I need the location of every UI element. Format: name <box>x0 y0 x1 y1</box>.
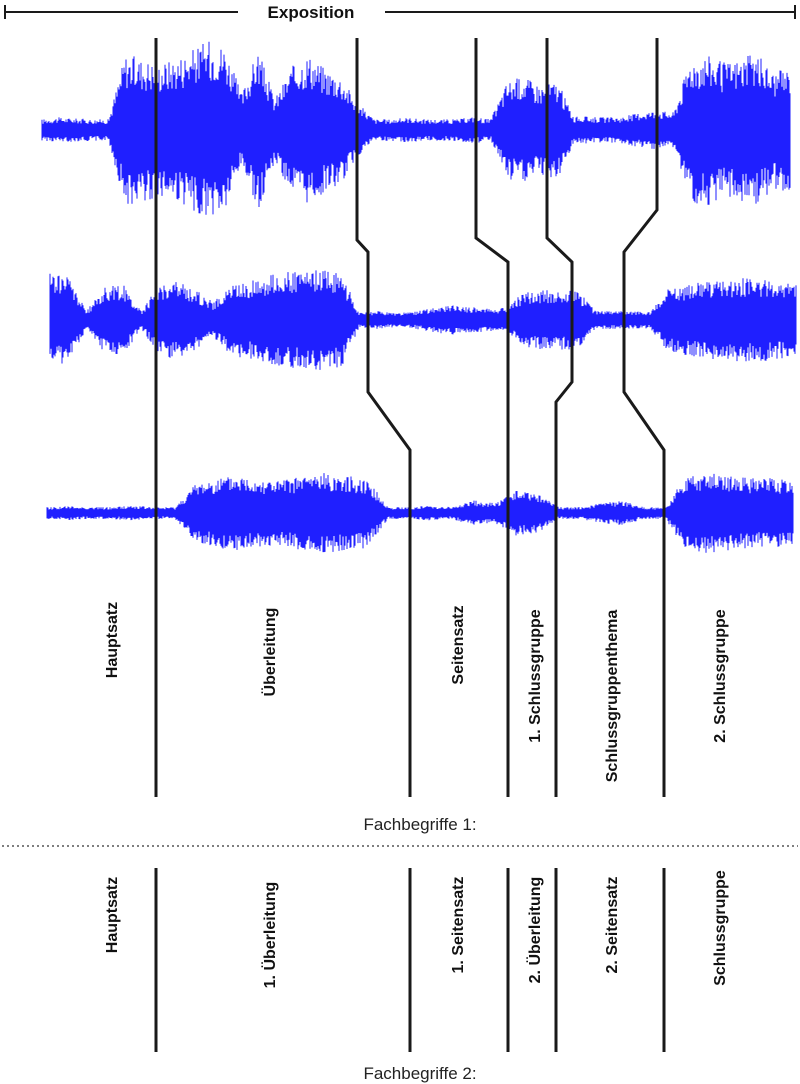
section-label-5: Schlussgruppenthema <box>604 610 621 783</box>
section-label-3: Seitensatz <box>450 605 467 684</box>
boundary-line-3 <box>474 38 510 797</box>
section-label-2-4: 2. Überleitung <box>525 877 544 984</box>
section-label-2-2: 1. Überleitung <box>260 882 279 989</box>
diagram-title: Exposition <box>268 3 355 22</box>
waveform-2 <box>49 270 797 370</box>
section-label-2-3: 1. Seitensatz <box>450 877 467 974</box>
section-label-2: Überleitung <box>260 608 279 697</box>
title-bracket <box>4 5 796 19</box>
section-label-1: Hauptsatz <box>104 602 121 678</box>
caption-terminology-1: Fachbegriffe 1: <box>363 815 476 834</box>
waveform-3 <box>46 473 794 553</box>
section-label-2-5: 2. Seitensatz <box>604 877 621 974</box>
terminology-2-labels: Hauptsatz 1. Überleitung 1. Seitensatz 2… <box>104 870 729 988</box>
boundary-line-4 <box>545 38 574 797</box>
boundary-line-2 <box>355 38 412 797</box>
section-label-2-1: Hauptsatz <box>104 877 121 953</box>
section-label-2-6: Schlussgruppe <box>712 870 729 986</box>
section-label-6: 2. Schlussgruppe <box>712 609 729 742</box>
section-boundaries-upper <box>154 38 666 797</box>
section-label-4: 1. Schlussgruppe <box>527 609 544 742</box>
caption-terminology-2: Fachbegriffe 2: <box>363 1064 476 1083</box>
boundary-line-5 <box>622 38 666 797</box>
waveform-1 <box>41 41 791 215</box>
waveform-group <box>41 41 797 553</box>
terminology-1-labels: Hauptsatz Überleitung Seitensatz 1. Schl… <box>104 602 729 782</box>
section-boundaries-lower <box>154 868 666 1052</box>
